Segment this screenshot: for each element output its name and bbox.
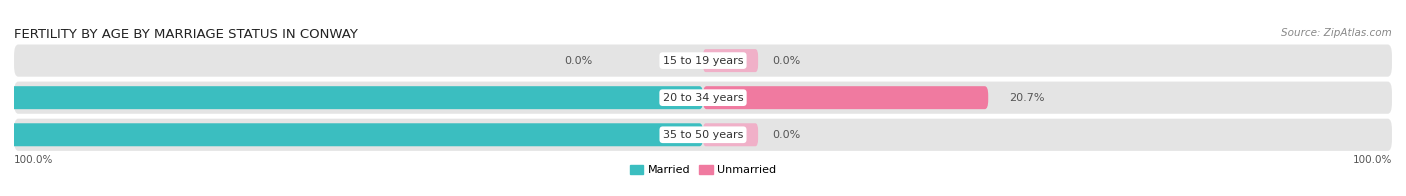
FancyBboxPatch shape (14, 82, 1392, 114)
Text: 15 to 19 years: 15 to 19 years (662, 56, 744, 66)
Text: 20.7%: 20.7% (1010, 93, 1045, 103)
FancyBboxPatch shape (14, 44, 1392, 77)
FancyBboxPatch shape (703, 49, 758, 72)
Text: 0.0%: 0.0% (772, 56, 800, 66)
FancyBboxPatch shape (0, 123, 703, 146)
Text: 20 to 34 years: 20 to 34 years (662, 93, 744, 103)
FancyBboxPatch shape (703, 123, 758, 146)
Text: 0.0%: 0.0% (772, 130, 800, 140)
Text: 35 to 50 years: 35 to 50 years (662, 130, 744, 140)
Text: 100.0%: 100.0% (14, 155, 53, 165)
Text: Source: ZipAtlas.com: Source: ZipAtlas.com (1281, 28, 1392, 38)
Text: 100.0%: 100.0% (1353, 155, 1392, 165)
Legend: Married, Unmarried: Married, Unmarried (626, 161, 780, 180)
FancyBboxPatch shape (0, 86, 703, 109)
Text: 0.0%: 0.0% (565, 56, 593, 66)
FancyBboxPatch shape (703, 86, 988, 109)
FancyBboxPatch shape (14, 119, 1392, 151)
Text: FERTILITY BY AGE BY MARRIAGE STATUS IN CONWAY: FERTILITY BY AGE BY MARRIAGE STATUS IN C… (14, 28, 359, 41)
